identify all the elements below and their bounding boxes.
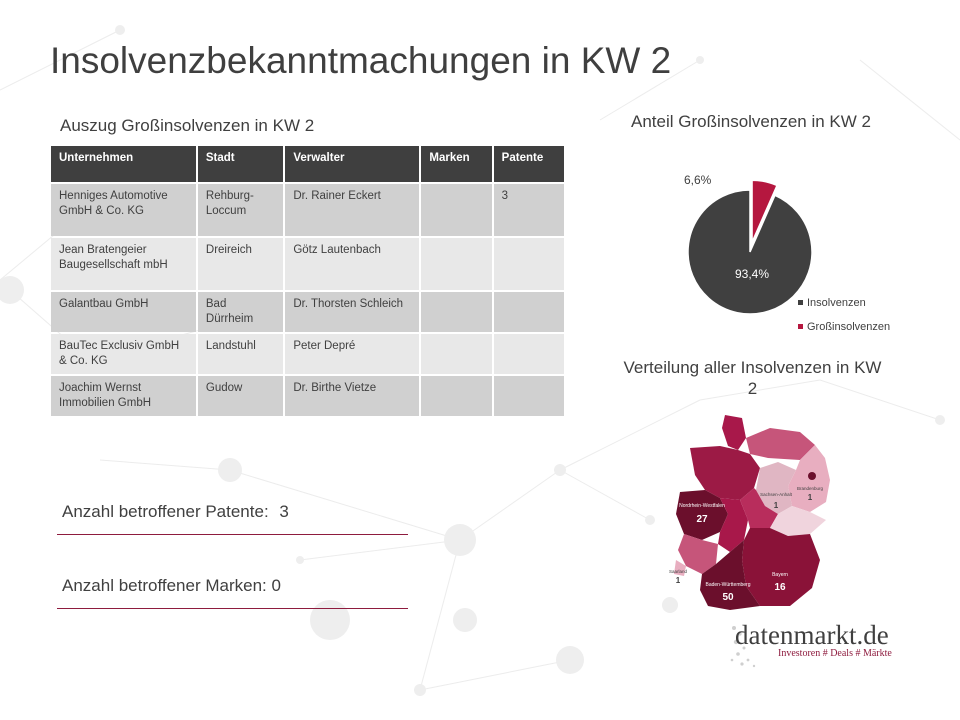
- patents-value: 3: [279, 502, 289, 521]
- map-label-bw-name: Baden-Württemberg: [705, 582, 750, 588]
- cell-verwalter: Dr. Thorsten Schleich: [285, 292, 420, 332]
- pie-chart-title: Anteil Großinsolvenzen in KW 2: [631, 112, 871, 131]
- cell-stadt: Gudow: [197, 376, 284, 416]
- legend-swatch-insolvenzen: [798, 300, 803, 305]
- map-region-nordrhein-westfalen: [676, 490, 728, 540]
- cell-stadt: Dreireich: [197, 238, 284, 290]
- map-region-baden-wuerttemberg: [700, 540, 760, 610]
- map-region-rheinland-pfalz: [678, 534, 718, 574]
- cell-verwalter: Götz Lautenbach: [285, 238, 420, 290]
- legend-label-insolvenzen: Insolvenzen: [807, 297, 866, 309]
- germany-map: Nordrhein-Westfalen 27 Baden-Württemberg…: [669, 415, 830, 610]
- map-region-saarland: [674, 560, 686, 576]
- cell-patente: [493, 334, 564, 374]
- map-title: Verteilung aller Insolvenzen in KW 2: [623, 358, 882, 398]
- map-region-sachsen: [770, 506, 826, 536]
- patents-stat: Anzahl betroffener Patente: 3: [62, 502, 289, 522]
- pie-label-insolvenzen: 93,4%: [735, 267, 769, 281]
- datenmarkt-logo-dots-icon: [730, 626, 756, 668]
- map-region-mecklenburg: [746, 428, 815, 460]
- map-region-sachsen-anhalt: [756, 462, 796, 514]
- cell-patente: [493, 376, 564, 416]
- table-caption: Auszug Großinsolvenzen in KW 2: [60, 116, 315, 135]
- patents-label: Anzahl betroffener Patente:: [62, 502, 269, 521]
- map-label-bayern-name: Bayern: [772, 572, 788, 578]
- map-label-saarland-value: 1: [676, 576, 681, 585]
- marks-divider: [57, 608, 408, 609]
- map-label-bw-value: 50: [722, 592, 734, 603]
- marks-stat: Anzahl betroffener Marken: 0: [62, 576, 281, 596]
- map-region-berlin: [808, 472, 816, 480]
- legend-swatch-grossinsolvenzen: [798, 324, 803, 329]
- table-header-row: Unternehmen Stadt Verwalter Marken Paten…: [51, 146, 564, 182]
- map-region-thueringen: [740, 488, 778, 528]
- header-marken: Marken: [421, 146, 492, 182]
- header-verwalter: Verwalter: [285, 146, 420, 182]
- patents-divider: [57, 534, 408, 535]
- cell-patente: 3: [493, 184, 564, 236]
- map-label-sachsen-anhalt-name: Sachsen-Anhalt: [760, 492, 793, 497]
- cell-marken: [421, 334, 492, 374]
- cell-unternehmen: Galantbau GmbH: [51, 292, 196, 332]
- cell-unternehmen: Jean Bratengeier Baugesellschaft mbH: [51, 238, 196, 290]
- cell-unternehmen: Joachim Wernst Immobilien GmbH: [51, 376, 196, 416]
- map-label-nrw-value: 27: [696, 514, 708, 525]
- cell-marken: [421, 292, 492, 332]
- pie-slice-grossinsolvenzen: [751, 179, 779, 243]
- cell-patente: [493, 238, 564, 290]
- cell-verwalter: Peter Depré: [285, 334, 420, 374]
- cell-stadt: Rehburg-Loccum: [197, 184, 284, 236]
- pie-chart: 93,4% 6,6% Insolvenzen Großinsolvenzen: [684, 173, 890, 333]
- header-stadt: Stadt: [197, 146, 284, 182]
- pie-slice-insolvenzen: [687, 189, 813, 315]
- cell-unternehmen: Henniges Automotive GmbH & Co. KG: [51, 184, 196, 236]
- map-label-nrw-name: Nordrhein-Westfalen: [679, 503, 725, 509]
- logo-name: datenmarkt.de: [735, 620, 889, 650]
- logo-tagline: Investoren # Deals # Märkte: [778, 648, 892, 659]
- header-unternehmen: Unternehmen: [51, 146, 196, 182]
- cell-stadt: Landstuhl: [197, 334, 284, 374]
- map-region-bayern: [742, 528, 820, 606]
- table-row: Henniges Automotive GmbH & Co. KG Rehbur…: [51, 184, 564, 236]
- map-label-brandenburg-name: Brandenburg: [797, 486, 824, 491]
- page-title: Insolvenzbekanntmachungen in KW 2: [50, 40, 672, 81]
- table-row: Galantbau GmbH Bad Dürrheim Dr. Thorsten…: [51, 292, 564, 332]
- map-label-saarland-name: Saarland: [669, 569, 688, 574]
- cell-marken: [421, 376, 492, 416]
- pie-label-grossinsolvenzen: 6,6%: [684, 173, 712, 187]
- map-region-hessen: [718, 498, 748, 552]
- map-region-schleswig-holstein: [722, 415, 746, 450]
- header-patente: Patente: [493, 146, 564, 182]
- cell-patente: [493, 292, 564, 332]
- map-label-sachsen-anhalt-value: 1: [774, 501, 779, 510]
- table-row: BauTec Exclusiv GmbH & Co. KG Landstuhl …: [51, 334, 564, 374]
- cell-marken: [421, 184, 492, 236]
- cell-marken: [421, 238, 492, 290]
- map-region-niedersachsen: [690, 446, 760, 500]
- insolvency-table: Unternehmen Stadt Verwalter Marken Paten…: [49, 144, 566, 418]
- legend-label-grossinsolvenzen: Großinsolvenzen: [807, 321, 890, 333]
- marks-label: Anzahl betroffener Marken:: [62, 576, 267, 595]
- map-label-bayern-value: 16: [774, 582, 786, 593]
- map-label-brandenburg-value: 1: [808, 493, 813, 502]
- cell-stadt: Bad Dürrheim: [197, 292, 284, 332]
- cell-unternehmen: BauTec Exclusiv GmbH & Co. KG: [51, 334, 196, 374]
- cell-verwalter: Dr. Birthe Vietze: [285, 376, 420, 416]
- table-row: Joachim Wernst Immobilien GmbH Gudow Dr.…: [51, 376, 564, 416]
- table-row: Jean Bratengeier Baugesellschaft mbH Dre…: [51, 238, 564, 290]
- marks-value: 0: [271, 576, 281, 595]
- cell-verwalter: Dr. Rainer Eckert: [285, 184, 420, 236]
